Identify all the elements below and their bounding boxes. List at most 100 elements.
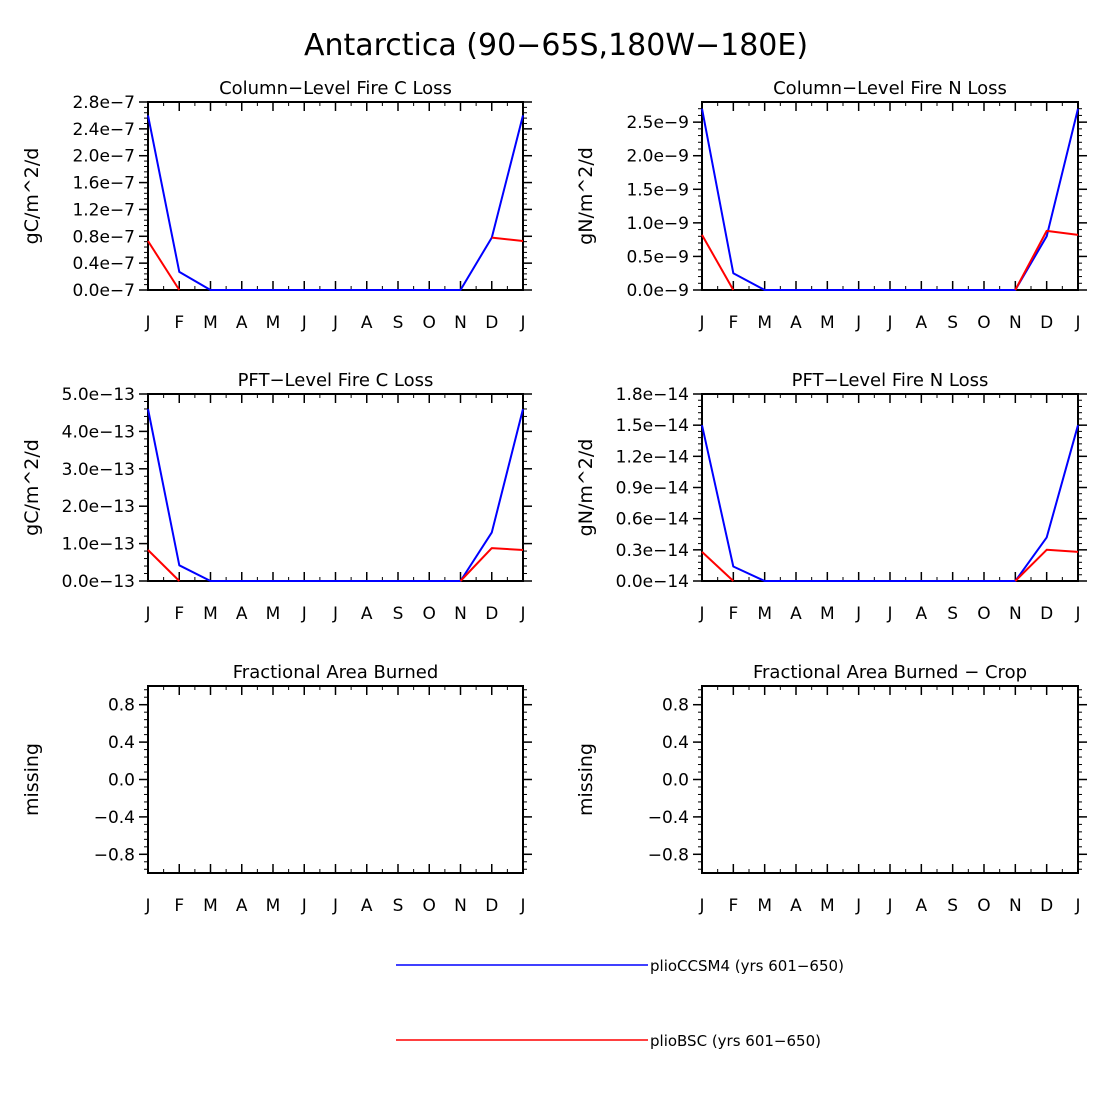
x-tick-label: O <box>423 604 436 624</box>
x-tick-label: M <box>266 604 281 624</box>
x-tick-label: N <box>454 896 467 916</box>
x-tick-label: J <box>855 313 861 333</box>
x-tick-label: J <box>698 896 704 916</box>
x-tick-label: J <box>144 896 150 916</box>
y-tick-label: 0.4 <box>108 733 135 753</box>
x-tick-label: S <box>393 313 404 333</box>
x-tick-label: A <box>236 604 248 624</box>
y-tick-label: 0.0e−14 <box>616 572 689 592</box>
x-tick-label: J <box>332 604 338 624</box>
x-tick-label: F <box>728 604 738 624</box>
x-tick-label: J <box>144 313 150 333</box>
y-tick-label: 1.8e−14 <box>616 385 689 405</box>
x-tick-label: M <box>820 604 835 624</box>
x-tick-label: N <box>454 313 467 333</box>
x-tick-label: J <box>519 604 525 624</box>
x-tick-label: A <box>790 604 802 624</box>
series-line-2 <box>701 551 734 582</box>
series-line-2 <box>1014 548 1079 582</box>
x-tick-label: J <box>886 896 892 916</box>
y-tick-label: 1.6e−7 <box>72 174 135 194</box>
x-tick-label: N <box>1009 604 1022 624</box>
y-tick-label: 5.0e−13 <box>62 385 135 405</box>
series-line-1 <box>147 408 524 582</box>
y-axis-label: gC/m^2/d <box>21 148 43 245</box>
y-tick-label: 0.0 <box>108 771 135 791</box>
panel-title: Fractional Area Burned <box>233 662 439 683</box>
x-tick-label: A <box>361 313 373 333</box>
legend-label-1: plioCCSM4 (yrs 601−650) <box>650 957 844 975</box>
x-tick-label: F <box>174 604 184 624</box>
series-line-1 <box>701 424 1079 582</box>
y-tick-label: 0.3e−14 <box>616 541 689 561</box>
y-axis-label: gN/m^2/d <box>575 439 597 537</box>
plot-frame <box>147 685 524 874</box>
x-tick-label: J <box>332 313 338 333</box>
series-line-1 <box>701 108 1079 291</box>
x-tick-label: J <box>698 313 704 333</box>
x-tick-label: J <box>144 604 150 624</box>
y-tick-label: 2.8e−7 <box>72 93 135 113</box>
y-tick-label: 0.8e−7 <box>72 227 135 247</box>
x-tick-label: M <box>266 896 281 916</box>
plot-frame <box>147 101 524 291</box>
panel-title: Fractional Area Burned − Crop <box>753 662 1027 683</box>
x-tick-label: J <box>886 604 892 624</box>
y-tick-label: 0.5e−9 <box>626 247 689 267</box>
y-tick-label: 2.0e−13 <box>62 497 135 517</box>
plot-frame <box>701 101 1079 291</box>
x-tick-label: J <box>1074 313 1080 333</box>
y-tick-label: 2.5e−9 <box>626 113 689 133</box>
y-axis-label: gN/m^2/d <box>575 147 597 245</box>
x-tick-label: A <box>790 896 802 916</box>
x-tick-label: J <box>332 896 338 916</box>
y-tick-label: 1.2e−14 <box>616 447 689 467</box>
x-tick-label: J <box>1074 604 1080 624</box>
y-axis-label: gC/m^2/d <box>21 439 43 536</box>
y-tick-label: 1.0e−13 <box>62 535 135 555</box>
x-tick-label: N <box>454 604 467 624</box>
y-axis-label: missing <box>575 743 597 816</box>
x-tick-label: D <box>1040 896 1053 916</box>
x-tick-label: A <box>236 313 248 333</box>
x-tick-label: M <box>757 313 772 333</box>
x-tick-label: J <box>301 896 307 916</box>
x-tick-label: O <box>423 896 436 916</box>
x-tick-label: N <box>1009 313 1022 333</box>
y-tick-label: 1.5e−14 <box>616 416 689 436</box>
series-line-2 <box>1014 229 1079 291</box>
x-tick-label: O <box>977 896 990 916</box>
x-tick-label: M <box>203 313 218 333</box>
y-axis-label: missing <box>21 743 43 816</box>
series-line-2 <box>147 240 181 291</box>
series-line-1 <box>147 115 524 291</box>
y-tick-label: 0.9e−14 <box>616 479 689 499</box>
y-tick-label: 0.8 <box>662 696 689 716</box>
y-tick-label: 1.5e−9 <box>626 180 689 200</box>
x-tick-label: D <box>485 313 498 333</box>
x-tick-label: D <box>1040 313 1053 333</box>
y-tick-label: 0.4 <box>662 733 689 753</box>
x-tick-label: A <box>361 604 373 624</box>
y-tick-label: 0.6e−14 <box>616 510 689 530</box>
series-line-2 <box>147 549 181 582</box>
y-tick-label: 0.4e−7 <box>72 254 135 274</box>
x-tick-label: S <box>393 604 404 624</box>
y-tick-label: 0.8 <box>108 696 135 716</box>
y-tick-label: 0.0e−9 <box>626 281 689 301</box>
legend-label-2: plioBSC (yrs 601−650) <box>650 1032 821 1050</box>
y-tick-label: −0.4 <box>648 808 689 828</box>
x-tick-label: J <box>519 313 525 333</box>
panel-title: Column−Level Fire C Loss <box>219 78 452 99</box>
x-tick-label: F <box>728 896 738 916</box>
y-tick-label: 1.2e−7 <box>72 200 135 220</box>
x-tick-label: O <box>423 313 436 333</box>
y-tick-label: 4.0e−13 <box>62 422 135 442</box>
y-tick-label: 0.0e−13 <box>62 572 135 592</box>
panel-title: PFT−Level Fire C Loss <box>238 370 434 391</box>
plot-frame <box>701 685 1079 874</box>
